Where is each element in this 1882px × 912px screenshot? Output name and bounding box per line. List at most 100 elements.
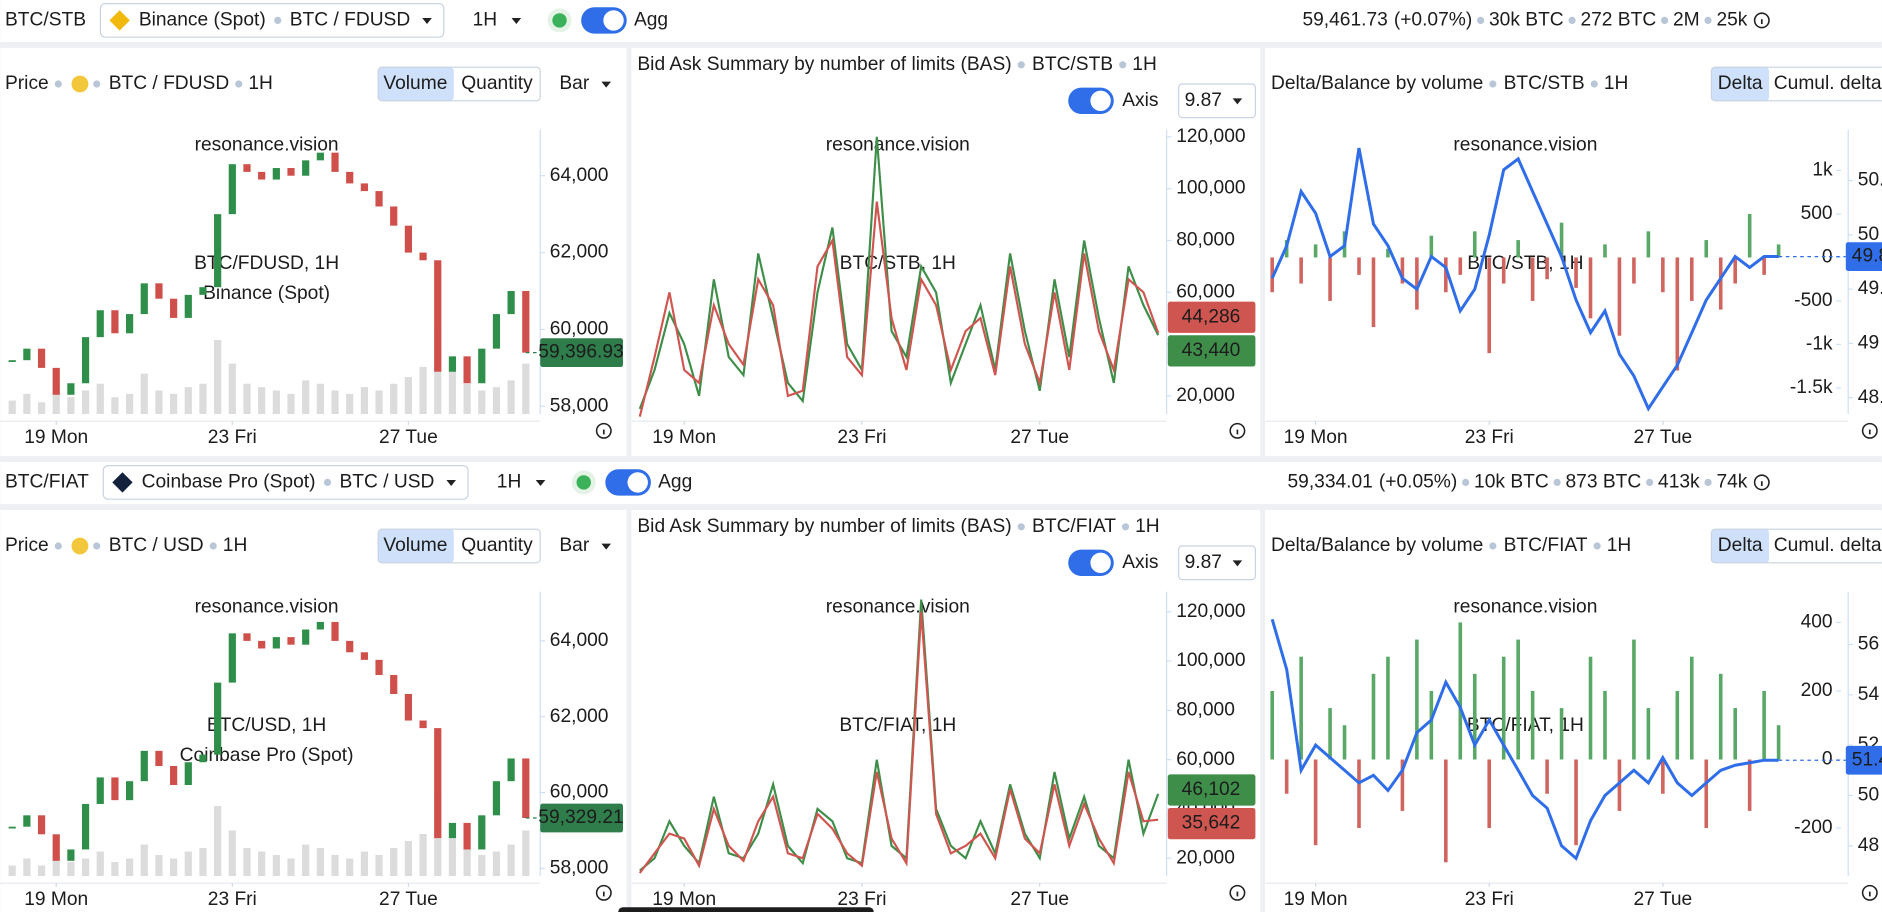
volume-bar: [214, 806, 222, 876]
info-icon[interactable]: [595, 884, 612, 901]
last-value-label: 43,440: [1182, 340, 1241, 361]
button-label[interactable]: Quantity: [461, 535, 533, 556]
volume-bar: [52, 855, 60, 876]
button-active[interactable]: [378, 67, 454, 101]
y2-tick-label: 48.5: [1858, 387, 1882, 408]
volume-bar: [243, 848, 251, 876]
watermark-label: BTC/USD, 1H: [207, 715, 326, 736]
delta-bar: [1718, 257, 1723, 310]
button-group: [377, 528, 541, 564]
delta-bar: [1429, 690, 1434, 760]
watermark-label: BTC/FDUSD, 1H: [194, 253, 339, 274]
button-label[interactable]: Cumul. delta: [1774, 73, 1882, 94]
delta-bar: [1661, 759, 1665, 794]
panel-title: Bid Ask Summary by number of limits (BAS…: [637, 516, 1011, 537]
separator-dot: [54, 542, 62, 550]
separator-dot: [93, 80, 101, 88]
volume-bar: [346, 393, 354, 414]
button-label[interactable]: Quantity: [461, 73, 533, 94]
button-label[interactable]: Cumul. delta: [1774, 535, 1882, 556]
x-tick-label: 23 Fri: [1465, 427, 1514, 448]
setting-select[interactable]: [1178, 83, 1256, 119]
candle: [478, 815, 486, 850]
separator-dot: [1646, 478, 1654, 486]
candle: [52, 834, 60, 861]
setting-value: 9.87: [1185, 552, 1222, 573]
interval-select[interactable]: 1H: [473, 9, 498, 30]
info-icon[interactable]: [1861, 884, 1878, 901]
delta-bar: [1603, 244, 1607, 258]
y-tick-label: 400: [1801, 612, 1833, 633]
delta-bar: [1574, 257, 1578, 288]
info-icon[interactable]: [1753, 12, 1770, 29]
button-active[interactable]: [1711, 529, 1769, 563]
x-tick-label: 23 Fri: [837, 889, 886, 910]
delta-bar: [1342, 725, 1347, 760]
candle: [390, 675, 398, 694]
info-icon[interactable]: [1753, 474, 1770, 491]
delta-bar: [1733, 257, 1737, 284]
symbol-icon: [71, 537, 89, 555]
separator-dot: [1704, 16, 1712, 24]
separator-dot: [1568, 16, 1576, 24]
button-active[interactable]: [1711, 67, 1769, 101]
candle: [81, 803, 90, 850]
delta-bar: [1776, 725, 1781, 760]
exchange-select[interactable]: [102, 465, 469, 500]
candle: [184, 294, 192, 318]
toggle-knob: [1090, 90, 1111, 111]
pair-label: BTC/FIAT: [1032, 516, 1116, 537]
button-label[interactable]: Delta: [1718, 535, 1763, 556]
delta-bar: [1357, 257, 1361, 275]
button-label[interactable]: Volume: [383, 73, 447, 94]
button-label[interactable]: Delta: [1718, 73, 1763, 94]
last-value-box: [1167, 335, 1256, 367]
y2-tick-label: 50.5: [1858, 170, 1882, 191]
candle: [507, 291, 515, 315]
delta-bar: [1501, 656, 1506, 760]
info-icon[interactable]: [1229, 884, 1246, 901]
style-select[interactable]: Bar: [559, 73, 589, 94]
button-active[interactable]: [378, 529, 454, 563]
y2-tick-label: 50: [1858, 785, 1879, 806]
setting-value: 9.87: [1185, 90, 1222, 111]
caret: [535, 480, 546, 486]
y-tick-label: 0: [1822, 247, 1833, 268]
volume-bar: [390, 383, 398, 414]
candle: [96, 310, 104, 338]
volume-bar: [170, 393, 178, 414]
volume-bar: [507, 380, 515, 414]
delta-bar: [1559, 222, 1564, 258]
y-tick-label: 60,000: [550, 782, 609, 803]
last-value-label: 49.8: [1852, 246, 1882, 267]
candle: [419, 720, 427, 729]
delta-bar: [1675, 257, 1680, 371]
button-group: [377, 66, 541, 102]
volume-bar: [125, 858, 134, 876]
y2-tick-label: 56: [1858, 634, 1879, 655]
panel: [631, 48, 1261, 456]
volume-bar: [170, 858, 178, 876]
candle: [375, 659, 383, 676]
info-icon[interactable]: [1229, 422, 1246, 439]
info-icon[interactable]: [1861, 422, 1878, 439]
candle: [434, 260, 442, 372]
setting-select[interactable]: [1178, 545, 1256, 581]
info-icon[interactable]: [595, 422, 612, 439]
pair-label: BTC/STB: [1504, 73, 1585, 94]
candle: [522, 291, 530, 353]
style-select[interactable]: Bar: [559, 535, 589, 556]
delta-bar: [1689, 257, 1694, 301]
y-tick-label: 100,000: [1176, 650, 1245, 671]
agg-label: Agg: [658, 471, 692, 492]
delta-bar: [1588, 656, 1593, 760]
interval-select[interactable]: 1H: [497, 471, 522, 492]
volume-bar: [404, 377, 413, 414]
delta-bar: [1530, 257, 1535, 301]
delta-bar: [1704, 759, 1709, 829]
delta-bar: [1415, 639, 1419, 760]
button-label[interactable]: Volume: [383, 535, 447, 556]
delta-bar: [1371, 673, 1376, 760]
delta-bar: [1444, 759, 1448, 863]
exchange-select[interactable]: [99, 2, 445, 38]
